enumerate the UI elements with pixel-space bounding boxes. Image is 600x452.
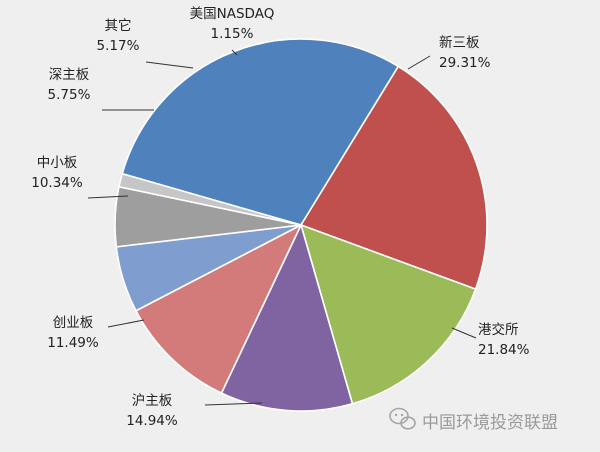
slice-value-3: 14.94%: [126, 413, 178, 429]
leader-line-7: [145, 61, 194, 69]
slice-label-3: 沪主板: [132, 393, 173, 409]
slice-value-2: 21.84%: [478, 342, 530, 358]
pie-slice-4: [220, 222, 354, 412]
leader-line-3: [204, 402, 263, 406]
watermark-text: 中国环境投资联盟: [422, 413, 558, 433]
slice-value-5: 10.34%: [31, 175, 83, 191]
leader-line-1: [407, 55, 431, 70]
leader-line-4: [107, 319, 145, 328]
labels-layer: 新三板 29.31% 港交所 21.84% 沪主板 14.94% 创业板 11.49% 中小板 1…: [31, 6, 529, 429]
slice-value-4: 11.49%: [47, 335, 99, 351]
leader-line-8: [231, 49, 238, 56]
pie-slice-8: [118, 172, 302, 226]
watermark: 中国环境投资联盟: [389, 407, 558, 433]
pie-slice-3: [299, 223, 477, 405]
leader-line-2: [451, 327, 477, 339]
slice-label-4: 创业板: [53, 315, 94, 331]
pie-slice-5: [134, 223, 303, 395]
pie-slice-2: [299, 65, 488, 291]
slice-value-6: 5.75%: [48, 87, 91, 103]
slice-label-8: 美国NASDAQ: [190, 6, 275, 22]
slice-label-5: 中小板: [37, 155, 78, 171]
leader-line-5: [87, 195, 129, 199]
slice-value-1: 29.31%: [439, 55, 491, 71]
wechat-icon: [389, 407, 416, 430]
slice-label-7: 其它: [105, 17, 132, 34]
slice-label-6: 深主板: [49, 67, 90, 83]
slice-label-2: 港交所: [478, 321, 519, 338]
slice-value-8: 1.15%: [211, 26, 254, 42]
slices-layer: [114, 38, 488, 412]
slice-value-7: 5.17%: [97, 38, 140, 54]
slice-label-1: 新三板: [439, 35, 480, 51]
